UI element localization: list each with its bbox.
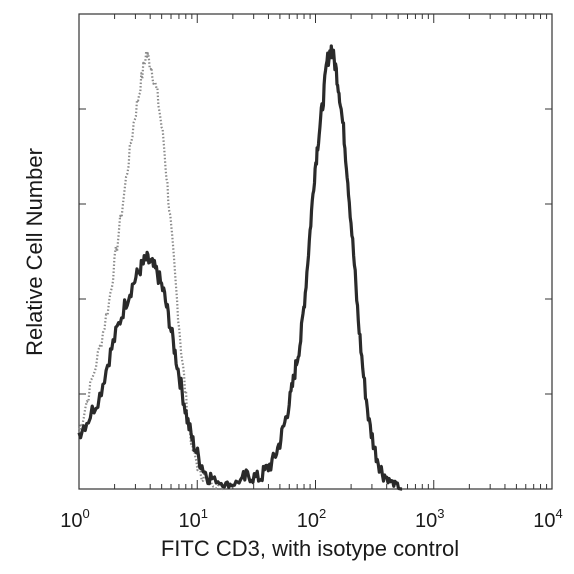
x-tick-label: 102 xyxy=(297,506,326,532)
x-tick-label: 104 xyxy=(533,506,562,532)
isotype-control-trace xyxy=(77,50,225,491)
x-tick-label: 103 xyxy=(415,506,444,532)
y-axis-label: Relative Cell Number xyxy=(22,148,47,356)
x-axis-label: FITC CD3, with isotype control xyxy=(161,536,459,561)
plot-frame xyxy=(78,13,553,490)
x-tick-label: 100 xyxy=(60,506,89,532)
x-tick-labels: 100 101 102 103 104 xyxy=(60,506,562,532)
axis-ticks xyxy=(78,13,553,489)
series-layer xyxy=(77,44,403,491)
cd3-stained-trace xyxy=(77,44,403,491)
x-tick-label: 101 xyxy=(179,506,208,532)
